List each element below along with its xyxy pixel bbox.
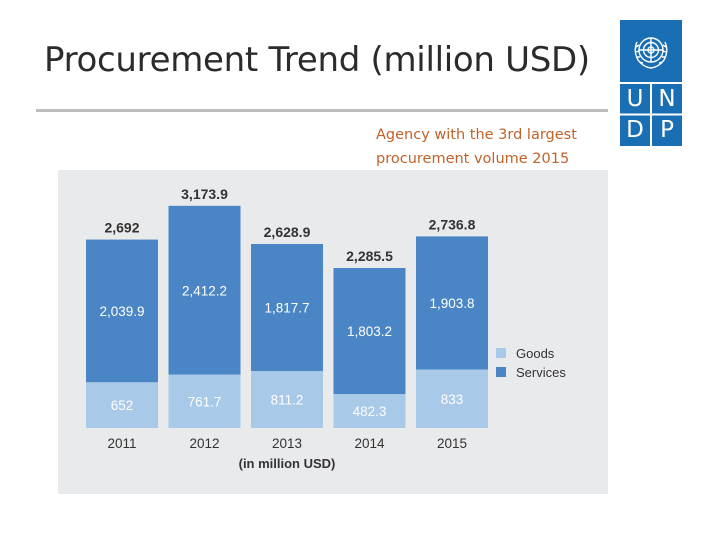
x-tick-label: 2015 <box>437 436 467 451</box>
goods-bar-2014 <box>333 394 406 428</box>
goods-bar-2013 <box>251 371 323 428</box>
logo-letter-d: D <box>626 117 644 143</box>
logo-letter-p: P <box>660 117 674 143</box>
goods-bar-2015 <box>416 369 488 428</box>
total-value-label: 2,692 <box>104 220 139 236</box>
procurement-chart: 652 2,039.9 2,692 2011 761.7 2,412.2 3,173.9 20… <box>86 186 566 471</box>
services-bar-2014 <box>333 268 406 395</box>
goods-value-label: 833 <box>441 392 464 407</box>
services-bar-2013 <box>251 243 323 372</box>
services-value-label: 1,803.2 <box>347 324 392 339</box>
undp-logo: U N D P <box>620 20 682 146</box>
logo-letter-n: N <box>658 86 676 112</box>
ranking-note-line-1: Agency with the 3rd largest <box>376 127 577 143</box>
services-value-label: 1,817.7 <box>264 301 309 316</box>
legend-label-goods: Goods <box>516 346 555 361</box>
un-emblem-icon <box>634 37 668 69</box>
goods-value-label: 652 <box>111 398 134 413</box>
x-tick-label: 2011 <box>107 436 136 451</box>
legend-swatch-services <box>496 367 506 377</box>
ranking-note: Agency with the 3rd largest procurement … <box>376 123 577 171</box>
legend-swatch-goods <box>496 348 506 358</box>
total-value-label: 3,173.9 <box>181 186 228 202</box>
logo-grid-lines <box>620 82 682 146</box>
total-value-label: 2,736.8 <box>429 216 476 232</box>
services-bar-2011 <box>86 239 158 383</box>
services-value-label: 2,039.9 <box>99 304 144 319</box>
services-value-label: 1,903.8 <box>429 296 474 311</box>
title-divider <box>36 109 608 112</box>
goods-bar-2012 <box>168 374 241 428</box>
x-tick-label: 2014 <box>354 436 385 451</box>
goods-value-label: 482.3 <box>353 404 387 419</box>
x-tick-label: 2012 <box>189 436 219 451</box>
slide-title: Procurement Trend (million USD) <box>44 40 590 80</box>
legend-label-services: Services <box>516 365 566 380</box>
goods-value-label: 761.7 <box>188 394 222 409</box>
total-value-label: 2,628.9 <box>264 224 311 240</box>
goods-value-label: 811.2 <box>271 393 304 408</box>
total-value-label: 2,285.5 <box>346 248 393 264</box>
services-bar-2015 <box>416 236 488 370</box>
services-bar-2012 <box>168 205 241 375</box>
logo-letter-u: U <box>626 86 644 112</box>
services-value-label: 2,412.2 <box>182 283 227 298</box>
ranking-note-line-2: procurement volume 2015 <box>376 151 570 167</box>
x-axis-label: (in million USD) <box>239 456 336 471</box>
x-tick-label: 2013 <box>272 436 302 451</box>
goods-bar-2011 <box>86 382 158 428</box>
